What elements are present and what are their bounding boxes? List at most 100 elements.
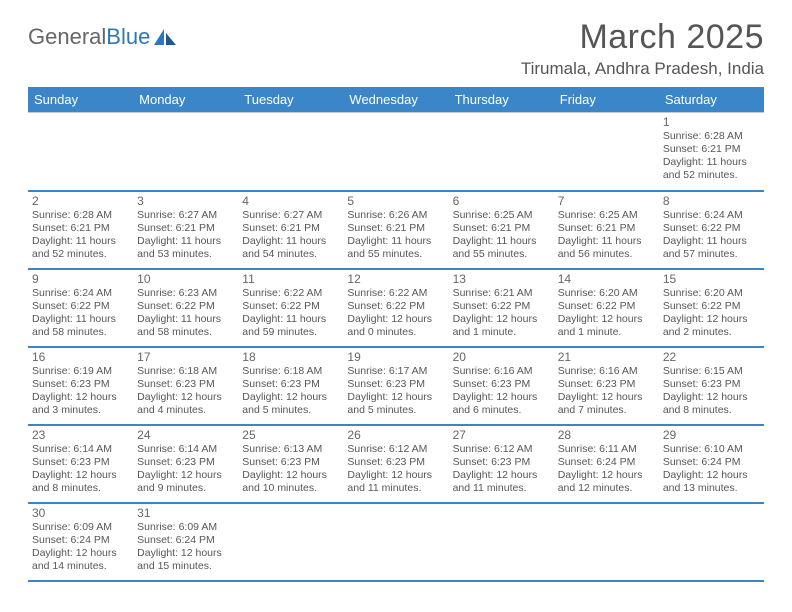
day-number: 3 bbox=[137, 194, 234, 208]
calendar-cell: 6Sunrise: 6:25 AMSunset: 6:21 PMDaylight… bbox=[449, 191, 554, 269]
calendar-cell: 29Sunrise: 6:10 AMSunset: 6:24 PMDayligh… bbox=[659, 425, 764, 503]
calendar-header-row: SundayMondayTuesdayWednesdayThursdayFrid… bbox=[28, 87, 764, 113]
day-number: 30 bbox=[32, 506, 129, 520]
day-number: 10 bbox=[137, 272, 234, 286]
weekday-header: Monday bbox=[133, 87, 238, 113]
calendar-cell: 22Sunrise: 6:15 AMSunset: 6:23 PMDayligh… bbox=[659, 347, 764, 425]
day-number: 8 bbox=[663, 194, 760, 208]
calendar-cell: 1Sunrise: 6:28 AMSunset: 6:21 PMDaylight… bbox=[659, 113, 764, 191]
calendar-cell bbox=[238, 113, 343, 191]
calendar-cell: 2Sunrise: 6:28 AMSunset: 6:21 PMDaylight… bbox=[28, 191, 133, 269]
day-number: 31 bbox=[137, 506, 234, 520]
day-info: Sunrise: 6:27 AMSunset: 6:21 PMDaylight:… bbox=[242, 209, 339, 262]
day-number: 21 bbox=[558, 350, 655, 364]
day-info: Sunrise: 6:09 AMSunset: 6:24 PMDaylight:… bbox=[32, 521, 129, 574]
day-number: 25 bbox=[242, 428, 339, 442]
day-info: Sunrise: 6:21 AMSunset: 6:22 PMDaylight:… bbox=[453, 287, 550, 340]
day-info: Sunrise: 6:24 AMSunset: 6:22 PMDaylight:… bbox=[663, 209, 760, 262]
calendar-cell: 31Sunrise: 6:09 AMSunset: 6:24 PMDayligh… bbox=[133, 503, 238, 581]
day-info: Sunrise: 6:24 AMSunset: 6:22 PMDaylight:… bbox=[32, 287, 129, 340]
calendar-cell bbox=[343, 113, 448, 191]
calendar-cell: 16Sunrise: 6:19 AMSunset: 6:23 PMDayligh… bbox=[28, 347, 133, 425]
calendar-cell bbox=[28, 113, 133, 191]
calendar-cell bbox=[133, 113, 238, 191]
day-info: Sunrise: 6:18 AMSunset: 6:23 PMDaylight:… bbox=[137, 365, 234, 418]
day-number: 28 bbox=[558, 428, 655, 442]
calendar-week-row: 23Sunrise: 6:14 AMSunset: 6:23 PMDayligh… bbox=[28, 425, 764, 503]
day-number: 20 bbox=[453, 350, 550, 364]
day-number: 27 bbox=[453, 428, 550, 442]
day-info: Sunrise: 6:26 AMSunset: 6:21 PMDaylight:… bbox=[347, 209, 444, 262]
calendar-cell: 13Sunrise: 6:21 AMSunset: 6:22 PMDayligh… bbox=[449, 269, 554, 347]
day-info: Sunrise: 6:20 AMSunset: 6:22 PMDaylight:… bbox=[663, 287, 760, 340]
calendar-cell: 11Sunrise: 6:22 AMSunset: 6:22 PMDayligh… bbox=[238, 269, 343, 347]
day-number: 2 bbox=[32, 194, 129, 208]
calendar-week-row: 1Sunrise: 6:28 AMSunset: 6:21 PMDaylight… bbox=[28, 113, 764, 191]
day-info: Sunrise: 6:12 AMSunset: 6:23 PMDaylight:… bbox=[453, 443, 550, 496]
calendar-cell: 30Sunrise: 6:09 AMSunset: 6:24 PMDayligh… bbox=[28, 503, 133, 581]
calendar-cell: 26Sunrise: 6:12 AMSunset: 6:23 PMDayligh… bbox=[343, 425, 448, 503]
day-info: Sunrise: 6:22 AMSunset: 6:22 PMDaylight:… bbox=[347, 287, 444, 340]
month-title: March 2025 bbox=[521, 18, 764, 57]
day-number: 7 bbox=[558, 194, 655, 208]
logo-text-1: General bbox=[28, 24, 106, 50]
day-number: 19 bbox=[347, 350, 444, 364]
calendar-week-row: 9Sunrise: 6:24 AMSunset: 6:22 PMDaylight… bbox=[28, 269, 764, 347]
day-info: Sunrise: 6:28 AMSunset: 6:21 PMDaylight:… bbox=[32, 209, 129, 262]
day-number: 22 bbox=[663, 350, 760, 364]
calendar-cell bbox=[238, 503, 343, 581]
calendar-cell: 10Sunrise: 6:23 AMSunset: 6:22 PMDayligh… bbox=[133, 269, 238, 347]
logo-sail-icon bbox=[152, 27, 178, 47]
day-number: 17 bbox=[137, 350, 234, 364]
day-number: 14 bbox=[558, 272, 655, 286]
day-number: 24 bbox=[137, 428, 234, 442]
calendar-cell: 5Sunrise: 6:26 AMSunset: 6:21 PMDaylight… bbox=[343, 191, 448, 269]
day-info: Sunrise: 6:17 AMSunset: 6:23 PMDaylight:… bbox=[347, 365, 444, 418]
day-info: Sunrise: 6:15 AMSunset: 6:23 PMDaylight:… bbox=[663, 365, 760, 418]
weekday-header: Thursday bbox=[449, 87, 554, 113]
day-info: Sunrise: 6:11 AMSunset: 6:24 PMDaylight:… bbox=[558, 443, 655, 496]
day-number: 26 bbox=[347, 428, 444, 442]
day-info: Sunrise: 6:18 AMSunset: 6:23 PMDaylight:… bbox=[242, 365, 339, 418]
day-info: Sunrise: 6:12 AMSunset: 6:23 PMDaylight:… bbox=[347, 443, 444, 496]
calendar-cell: 14Sunrise: 6:20 AMSunset: 6:22 PMDayligh… bbox=[554, 269, 659, 347]
calendar-cell: 9Sunrise: 6:24 AMSunset: 6:22 PMDaylight… bbox=[28, 269, 133, 347]
day-info: Sunrise: 6:20 AMSunset: 6:22 PMDaylight:… bbox=[558, 287, 655, 340]
calendar-cell: 21Sunrise: 6:16 AMSunset: 6:23 PMDayligh… bbox=[554, 347, 659, 425]
calendar-cell bbox=[343, 503, 448, 581]
day-info: Sunrise: 6:25 AMSunset: 6:21 PMDaylight:… bbox=[558, 209, 655, 262]
calendar-cell: 25Sunrise: 6:13 AMSunset: 6:23 PMDayligh… bbox=[238, 425, 343, 503]
day-number: 9 bbox=[32, 272, 129, 286]
weekday-header: Tuesday bbox=[238, 87, 343, 113]
weekday-header: Sunday bbox=[28, 87, 133, 113]
calendar-body: 1 Sunrise: 6:28 AMSunset: 6:21 PMDaylight… bbox=[28, 113, 764, 581]
day-number: 6 bbox=[453, 194, 550, 208]
logo: GeneralBlue bbox=[28, 18, 178, 50]
calendar-cell: 15Sunrise: 6:20 AMSunset: 6:22 PMDayligh… bbox=[659, 269, 764, 347]
calendar-cell bbox=[449, 113, 554, 191]
weekday-header: Friday bbox=[554, 87, 659, 113]
calendar-cell: 8Sunrise: 6:24 AMSunset: 6:22 PMDaylight… bbox=[659, 191, 764, 269]
calendar-week-row: 2Sunrise: 6:28 AMSunset: 6:21 PMDaylight… bbox=[28, 191, 764, 269]
calendar-cell: 12Sunrise: 6:22 AMSunset: 6:22 PMDayligh… bbox=[343, 269, 448, 347]
day-info: Sunrise: 6:13 AMSunset: 6:23 PMDaylight:… bbox=[242, 443, 339, 496]
day-number: 1 bbox=[663, 115, 760, 129]
calendar-cell bbox=[554, 503, 659, 581]
day-info: Sunrise: 6:25 AMSunset: 6:21 PMDaylight:… bbox=[453, 209, 550, 262]
header: GeneralBlue March 2025 Tirumala, Andhra … bbox=[28, 18, 764, 79]
calendar-cell: 28Sunrise: 6:11 AMSunset: 6:24 PMDayligh… bbox=[554, 425, 659, 503]
day-info: Sunrise: 6:10 AMSunset: 6:24 PMDaylight:… bbox=[663, 443, 760, 496]
day-info: Sunrise: 6:27 AMSunset: 6:21 PMDaylight:… bbox=[137, 209, 234, 262]
calendar-cell: 23Sunrise: 6:14 AMSunset: 6:23 PMDayligh… bbox=[28, 425, 133, 503]
day-info: Sunrise: 6:22 AMSunset: 6:22 PMDaylight:… bbox=[242, 287, 339, 340]
day-number: 4 bbox=[242, 194, 339, 208]
day-info: Sunrise: 6:23 AMSunset: 6:22 PMDaylight:… bbox=[137, 287, 234, 340]
calendar-week-row: 30Sunrise: 6:09 AMSunset: 6:24 PMDayligh… bbox=[28, 503, 764, 581]
day-number: 23 bbox=[32, 428, 129, 442]
day-info: Sunrise: 6:09 AMSunset: 6:24 PMDaylight:… bbox=[137, 521, 234, 574]
day-info: Sunrise: 6:14 AMSunset: 6:23 PMDaylight:… bbox=[32, 443, 129, 496]
day-number: 11 bbox=[242, 272, 339, 286]
calendar-table: SundayMondayTuesdayWednesdayThursdayFrid… bbox=[28, 87, 764, 582]
day-number: 18 bbox=[242, 350, 339, 364]
calendar-cell bbox=[659, 503, 764, 581]
